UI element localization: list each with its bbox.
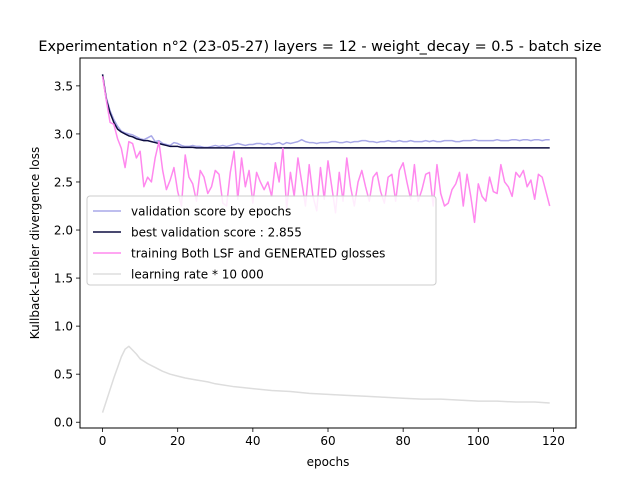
legend-label-2: best validation score : 2.855 xyxy=(131,226,302,240)
x-tick-label: 0 xyxy=(99,434,107,448)
chart-title: Experimentation n°2 (23-05-27) layers = … xyxy=(38,39,601,55)
y-tick-label: 3.0 xyxy=(54,127,73,141)
y-tick-label: 2.5 xyxy=(54,175,73,189)
y-tick-label: 3.5 xyxy=(54,79,73,93)
x-axis-label: epochs xyxy=(307,455,350,469)
legend-label-1: validation score by epochs xyxy=(131,205,291,219)
x-tick-label: 100 xyxy=(467,434,490,448)
x-tick-label: 40 xyxy=(245,434,260,448)
y-tick-label: 1.0 xyxy=(54,320,73,334)
x-axis-ticks: 0 20 40 60 80 100 120 xyxy=(99,428,565,448)
x-tick-label: 20 xyxy=(170,434,185,448)
y-tick-label: 0.0 xyxy=(54,416,73,430)
y-tick-label: 2.0 xyxy=(54,224,73,238)
x-tick-label: 120 xyxy=(542,434,565,448)
legend-label-4: learning rate * 10 000 xyxy=(131,268,264,282)
series-line-1 xyxy=(101,74,550,149)
legend: validation score by epochs best validatio… xyxy=(86,195,437,286)
series-line-2 xyxy=(101,74,550,149)
series-layer xyxy=(101,74,551,413)
legend-items: validation score by epochs best validatio… xyxy=(93,205,385,282)
legend-label-3: training Both LSF and GENERATED glosses xyxy=(131,247,385,261)
y-axis-label: Kullback-Leibler divergence loss xyxy=(28,147,42,339)
y-axis-ticks: 0.0 0.5 1.0 1.5 2.0 2.5 3.0 3.5 xyxy=(54,79,80,430)
y-tick-label: 1.5 xyxy=(54,272,73,286)
y-tick-label: 0.5 xyxy=(54,368,73,382)
series-line-4 xyxy=(101,345,550,413)
x-tick-label: 60 xyxy=(320,434,335,448)
legend-frame xyxy=(86,195,437,286)
series-line-3 xyxy=(101,76,551,224)
x-tick-label: 80 xyxy=(396,434,411,448)
plot-area xyxy=(79,57,577,429)
